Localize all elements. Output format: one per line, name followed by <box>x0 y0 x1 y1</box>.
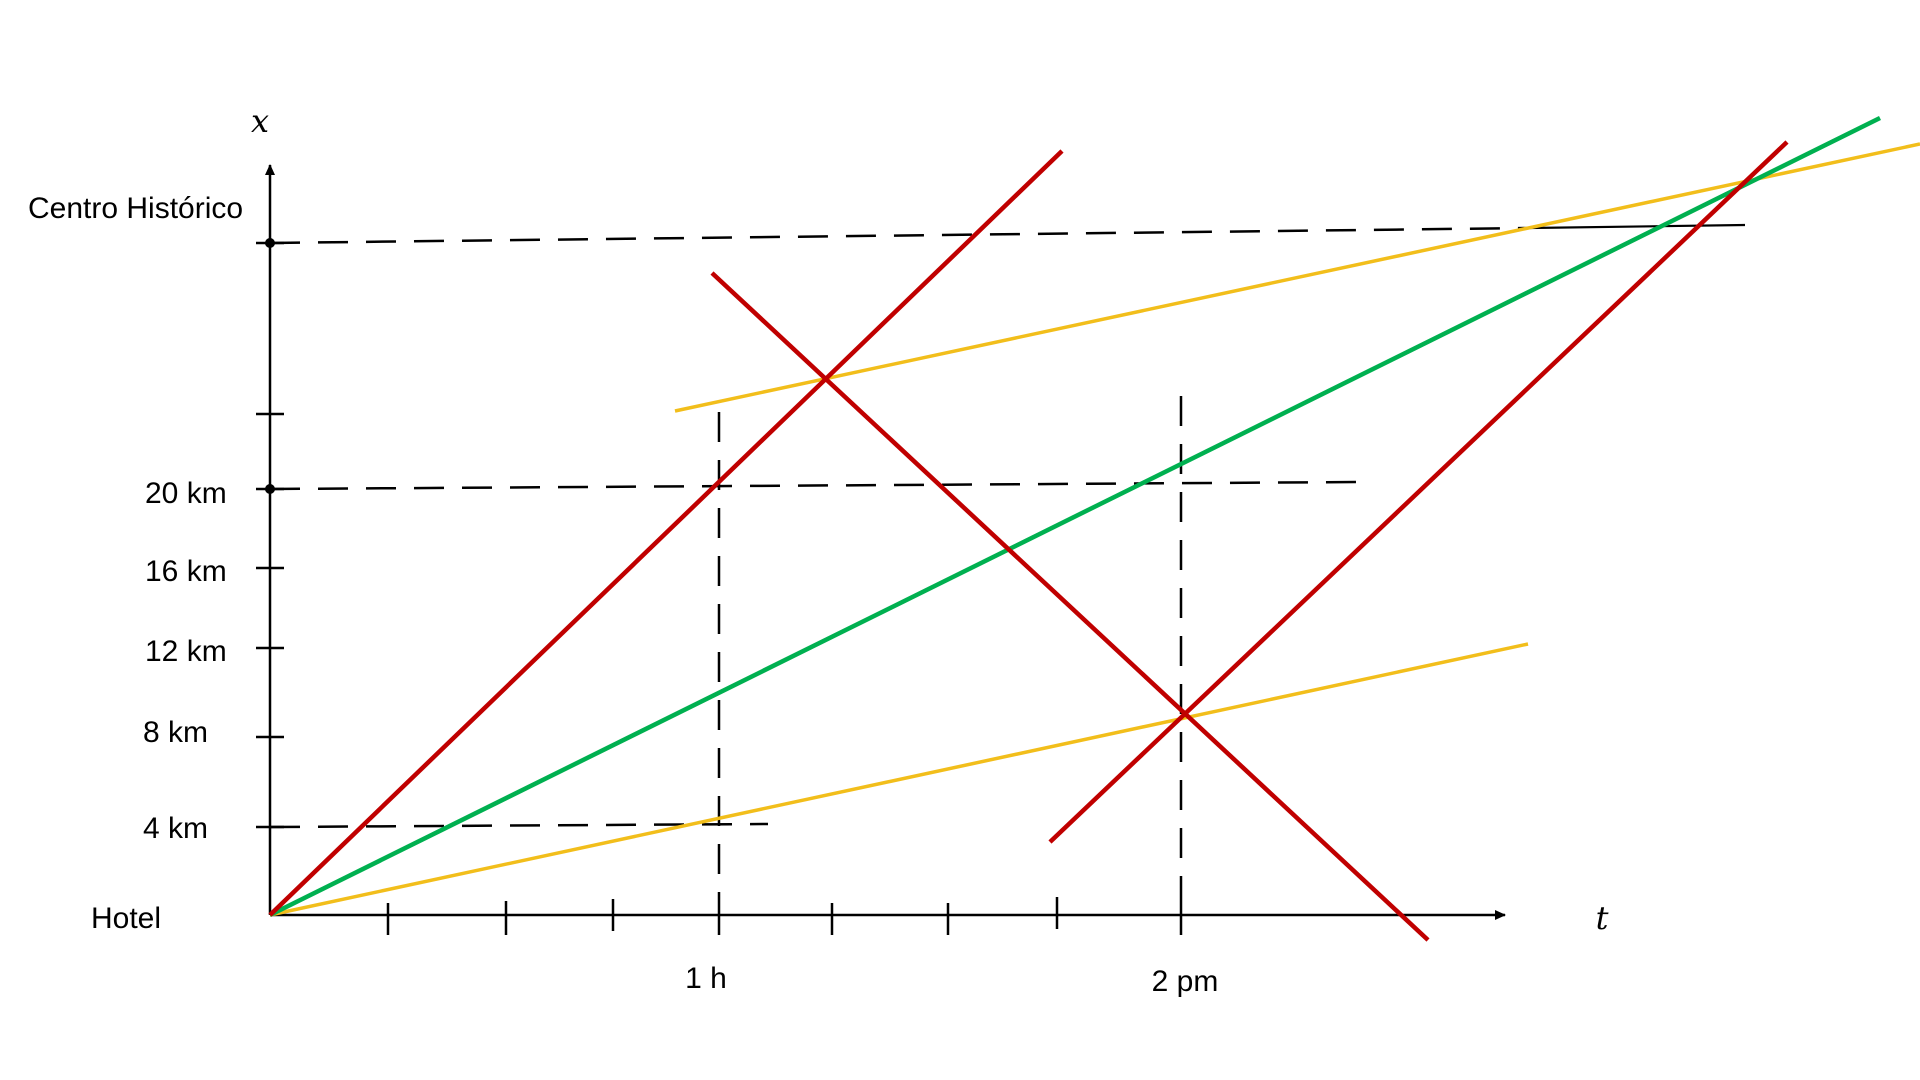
solid-destination-level <box>1529 223 1746 230</box>
label-4km: 4 km <box>143 812 208 845</box>
y-axis-variable: x <box>251 102 269 140</box>
dash-20km-level <box>269 480 1366 491</box>
yellow-line-lower <box>269 642 1529 917</box>
label-12km: 12 km <box>145 635 227 668</box>
red-line-descending <box>710 271 1430 942</box>
label-8km: 8 km <box>143 716 208 749</box>
red-line-steep-right <box>1048 140 1789 844</box>
label-destination: Centro Histórico <box>28 192 243 225</box>
dash-destination-level <box>269 226 1531 245</box>
yellow-line-upper <box>674 142 1920 413</box>
green-line <box>269 115 1881 918</box>
dash-4km-level <box>269 822 769 829</box>
x-axis-variable: t <box>1596 899 1609 937</box>
label-origin: Hotel <box>91 902 161 935</box>
red-line-steep-left <box>268 149 1064 917</box>
label-16km: 16 km <box>145 555 227 588</box>
label-2pm: 2 pm <box>1152 965 1219 998</box>
label-20km: 20 km <box>145 477 227 510</box>
label-1h: 1 h <box>685 962 727 995</box>
